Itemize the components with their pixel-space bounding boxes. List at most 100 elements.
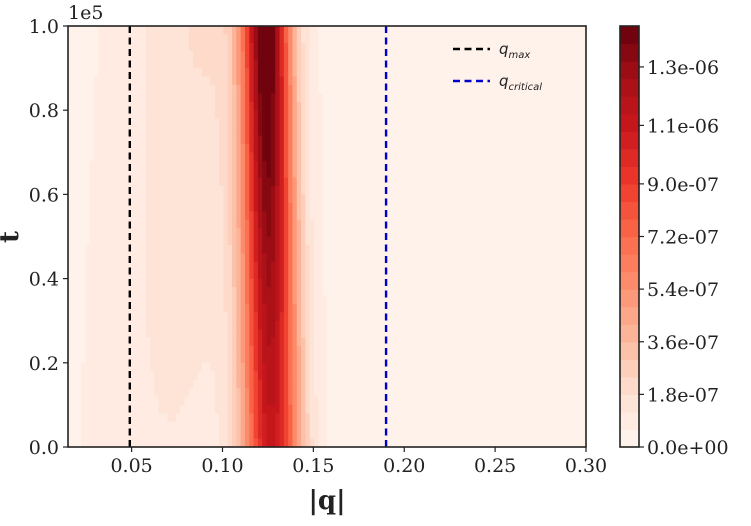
heatmap-cell <box>141 84 147 94</box>
heatmap-cell <box>85 185 91 195</box>
heatmap-cell <box>417 362 423 372</box>
heatmap-cell <box>331 135 337 145</box>
heatmap-cell <box>119 438 125 448</box>
heatmap-cell <box>357 177 363 187</box>
heatmap-cell <box>93 59 99 69</box>
heatmap-cell <box>145 270 151 280</box>
heatmap-cell <box>421 430 427 440</box>
heatmap-cell <box>443 278 449 288</box>
heatmap-cell <box>318 228 324 238</box>
heatmap-cell <box>288 244 294 254</box>
heatmap-cell <box>266 228 272 238</box>
heatmap-cell <box>253 219 259 229</box>
heatmap-cell <box>124 261 130 271</box>
heatmap-cell <box>344 388 350 398</box>
heatmap-cell <box>288 127 294 137</box>
heatmap-cell <box>279 93 285 103</box>
heatmap-cell <box>283 211 289 221</box>
heatmap-cell <box>491 278 496 288</box>
heatmap-cell <box>322 219 328 229</box>
heatmap-cell <box>253 211 259 221</box>
heatmap-cell <box>409 253 414 263</box>
heatmap-cell <box>309 194 315 204</box>
heatmap-cell <box>214 421 220 431</box>
heatmap-cell <box>227 76 233 86</box>
heatmap-cell <box>106 388 112 398</box>
heatmap-cell <box>491 152 496 162</box>
heatmap-cell <box>137 303 142 313</box>
heatmap-cell <box>335 202 341 212</box>
heatmap-cell <box>124 93 130 103</box>
heatmap-cell <box>227 59 233 69</box>
heatmap-cell <box>266 110 272 120</box>
heatmap-cell <box>452 228 458 238</box>
heatmap-cell <box>478 194 483 204</box>
heatmap-cell <box>482 42 488 52</box>
heatmap-cell <box>137 118 142 128</box>
heatmap-cell <box>85 177 91 187</box>
heatmap-cell <box>443 320 449 330</box>
heatmap-cell <box>339 413 345 423</box>
heatmap-cell <box>175 345 181 355</box>
heatmap-cell <box>344 228 350 238</box>
heatmap-cell <box>68 337 73 347</box>
heatmap-cell <box>421 127 427 137</box>
heatmap-cell <box>322 160 328 170</box>
heatmap-cell <box>430 345 436 355</box>
heatmap-cell <box>283 42 289 52</box>
heatmap-cell <box>331 345 337 355</box>
heatmap-cell <box>210 135 216 145</box>
heatmap-cell <box>244 354 250 364</box>
heatmap-cell <box>456 110 462 120</box>
heatmap-cell <box>352 430 358 440</box>
heatmap-cell <box>482 169 488 179</box>
heatmap-cell <box>439 253 445 263</box>
heatmap-cell <box>292 295 298 305</box>
heatmap-cell <box>305 160 311 170</box>
heatmap-cell <box>421 185 427 195</box>
heatmap-cell <box>421 68 427 78</box>
heatmap-cell <box>232 413 237 423</box>
heatmap-cell <box>465 59 471 69</box>
heatmap-cell <box>374 228 380 238</box>
heatmap-cell <box>301 278 307 288</box>
heatmap-cell <box>227 51 233 61</box>
heatmap-cell <box>262 219 268 229</box>
heatmap-cell <box>465 287 471 297</box>
heatmap-cell <box>482 160 488 170</box>
heatmap-cell <box>322 34 328 44</box>
heatmap-cell <box>279 127 285 137</box>
heatmap-cell <box>141 93 147 103</box>
heatmap-cell <box>279 59 285 69</box>
heatmap-cell <box>322 101 328 111</box>
heatmap-cell <box>465 160 471 170</box>
heatmap-cell <box>158 371 164 381</box>
heatmap-cell <box>439 127 445 137</box>
heatmap-cell <box>283 152 289 162</box>
heatmap-cell <box>154 388 160 398</box>
heatmap-cell <box>227 236 233 246</box>
heatmap-cell <box>141 118 147 128</box>
heatmap-cell <box>378 228 384 238</box>
heatmap-cell <box>232 388 237 398</box>
heatmap-cell <box>370 270 376 280</box>
heatmap-cell <box>270 211 276 221</box>
heatmap-cell <box>348 371 354 381</box>
heatmap-cell <box>361 253 367 263</box>
heatmap-cell <box>68 287 73 297</box>
heatmap-cell <box>223 320 229 330</box>
heatmap-cell <box>167 337 173 347</box>
heatmap-cell <box>460 278 466 288</box>
heatmap-cell <box>292 303 298 313</box>
heatmap-cell <box>124 354 130 364</box>
heatmap-cell <box>443 34 449 44</box>
heatmap-cell <box>327 278 332 288</box>
heatmap-cell <box>137 34 142 44</box>
heatmap-cell <box>85 371 91 381</box>
heatmap-cell <box>85 135 91 145</box>
heatmap-cell <box>335 160 341 170</box>
heatmap-cell <box>486 312 492 322</box>
heatmap-cell <box>193 261 199 271</box>
heatmap-cell <box>102 379 108 389</box>
heatmap-cell <box>93 371 99 381</box>
